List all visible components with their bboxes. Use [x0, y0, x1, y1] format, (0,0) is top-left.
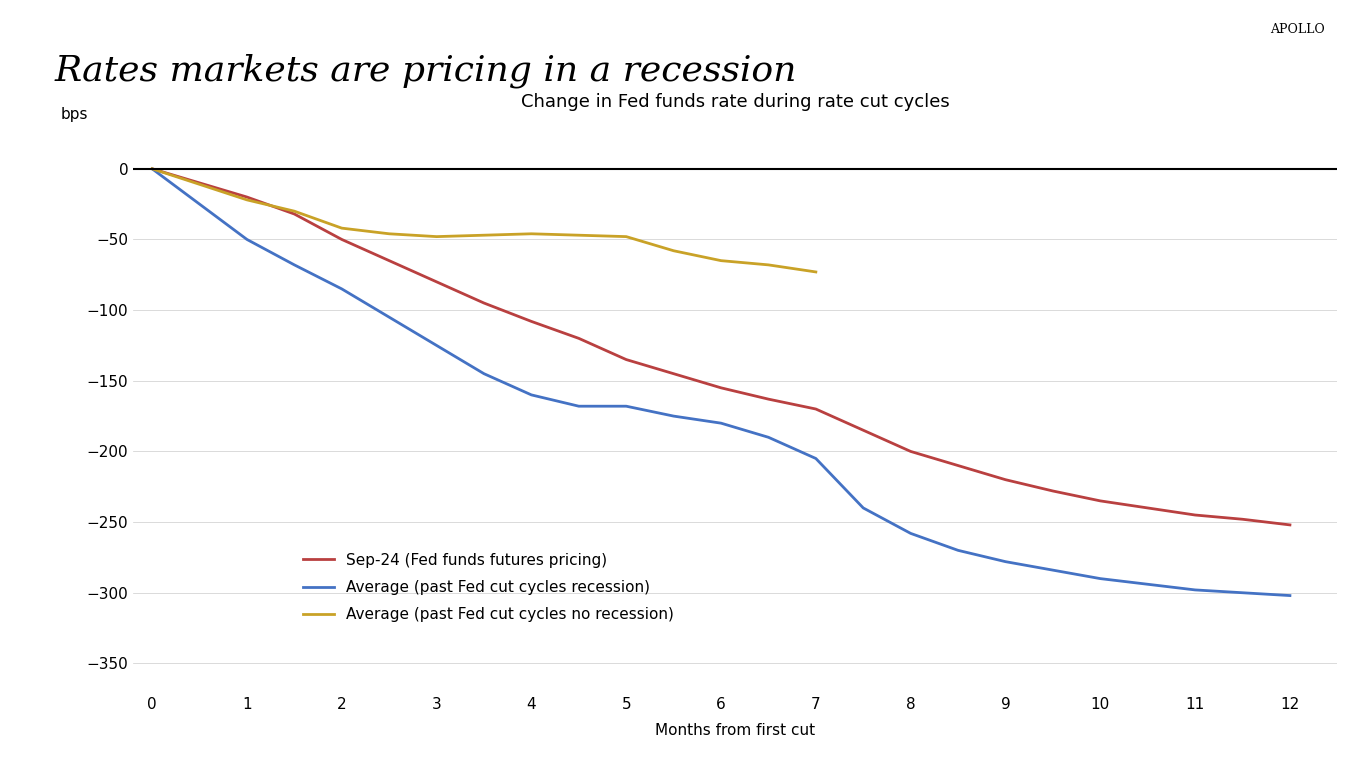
Text: bps: bps	[61, 108, 89, 122]
Text: Change in Fed funds rate during rate cut cycles: Change in Fed funds rate during rate cut…	[520, 93, 949, 111]
X-axis label: Months from first cut: Months from first cut	[656, 723, 816, 737]
Text: APOLLO: APOLLO	[1270, 23, 1325, 36]
Text: Rates markets are pricing in a recession: Rates markets are pricing in a recession	[55, 54, 796, 88]
Legend: Sep-24 (Fed funds futures pricing), Average (past Fed cut cycles recession), Ave: Sep-24 (Fed funds futures pricing), Aver…	[298, 547, 680, 628]
